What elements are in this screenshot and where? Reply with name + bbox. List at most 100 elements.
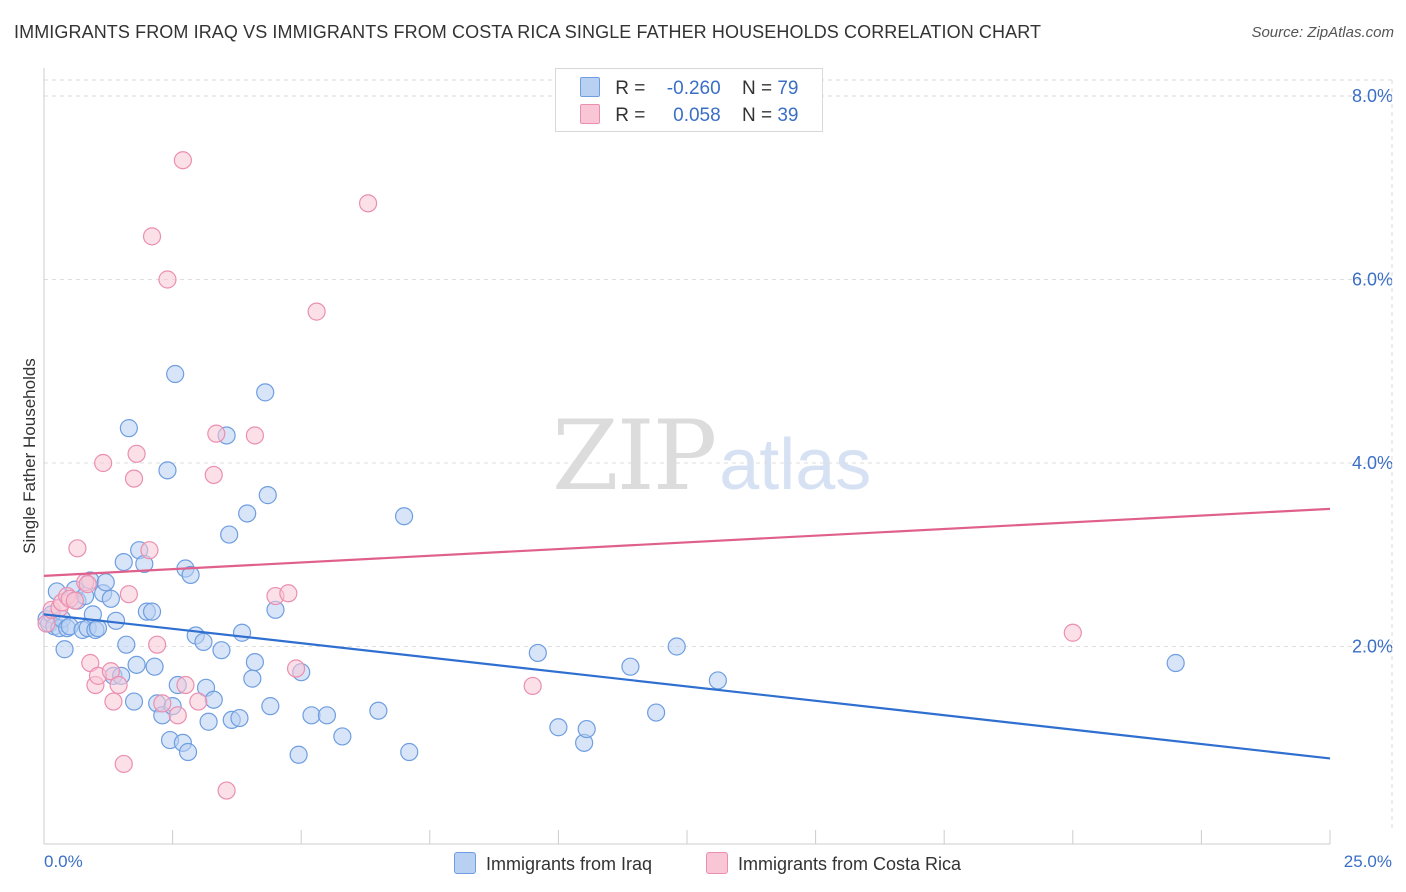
- data-point: [101, 662, 120, 681]
- data-point: [204, 465, 223, 485]
- series-costa-rica: [37, 151, 1082, 800]
- data-point: [194, 632, 213, 652]
- data-point: [117, 635, 136, 654]
- x-tick-label-min: 0.0%: [44, 852, 83, 871]
- data-point: [78, 575, 97, 594]
- legend-swatch-costa-rica: [580, 104, 600, 124]
- data-point: [528, 643, 547, 663]
- data-point: [148, 635, 167, 654]
- data-point: [153, 694, 172, 713]
- data-point: [127, 444, 146, 463]
- data-point: [245, 426, 265, 445]
- bottom-legend-swatch-iraq: [454, 852, 476, 874]
- data-point: [230, 708, 249, 728]
- source-label: Source: ZipAtlas.com: [1251, 24, 1394, 41]
- data-point: [142, 602, 162, 621]
- data-point: [261, 697, 280, 716]
- data-point: [158, 270, 177, 289]
- legend-row-iraq: R = -0.260 N = 79: [580, 77, 798, 100]
- bottom-legend-swatch-costa-rica: [706, 852, 728, 874]
- legend-r-value-costa-rica: 0.058: [673, 105, 721, 126]
- legend-n-label: N =: [741, 78, 773, 99]
- series-iraq: [37, 364, 1185, 764]
- legend-n-value-iraq: 79: [777, 78, 799, 99]
- data-point: [317, 706, 337, 725]
- data-point: [245, 652, 265, 672]
- data-point: [289, 745, 308, 764]
- data-point: [369, 701, 388, 720]
- data-point: [168, 706, 187, 725]
- data-point: [173, 151, 192, 170]
- data-point: [286, 659, 306, 678]
- legend-r-label: R =: [615, 78, 646, 99]
- watermark: ZIPatlas: [552, 400, 871, 512]
- data-point: [708, 671, 727, 690]
- data-point: [243, 669, 262, 688]
- data-point: [109, 675, 128, 695]
- data-point: [55, 640, 74, 659]
- data-point: [96, 573, 115, 592]
- data-point: [140, 541, 159, 560]
- correlation-legend: R = -0.260 N = 79 R = 0.058 N = 39: [555, 68, 823, 132]
- data-point: [1166, 653, 1185, 673]
- data-point: [232, 623, 252, 642]
- data-point: [114, 552, 133, 572]
- data-point: [667, 637, 686, 656]
- bottom-legend-label-costa-rica: Immigrants from Costa Rica: [738, 854, 962, 874]
- y-axis-label: Single Father Households: [20, 358, 39, 554]
- data-point: [358, 194, 378, 213]
- data-point: [238, 504, 257, 523]
- watermark-zip: ZIP: [552, 400, 717, 512]
- data-point: [647, 703, 666, 722]
- data-point: [119, 585, 138, 604]
- data-point: [178, 742, 198, 762]
- data-point: [127, 655, 146, 674]
- data-point: [199, 712, 218, 731]
- data-point: [333, 727, 352, 746]
- data-point: [101, 589, 120, 608]
- data-point: [1063, 623, 1082, 642]
- trend-line-costa-rica: [43, 507, 1331, 577]
- legend-n-value-costa-rica: 39: [777, 105, 799, 126]
- bottom-legend-costa-rica: Immigrants from Costa Rica: [706, 852, 961, 875]
- data-point: [217, 781, 236, 800]
- data-point: [119, 419, 138, 438]
- data-point: [145, 657, 164, 676]
- data-point: [220, 525, 239, 544]
- legend-row-costa-rica: R = 0.058 N = 39: [580, 104, 798, 127]
- data-point: [68, 539, 87, 558]
- bottom-legend-label-iraq: Immigrants from Iraq: [486, 854, 653, 874]
- chart-title: IMMIGRANTS FROM IRAQ VS IMMIGRANTS FROM …: [14, 22, 1042, 42]
- data-point: [621, 657, 640, 676]
- data-point: [394, 507, 414, 526]
- data-point: [114, 754, 133, 774]
- data-point: [307, 302, 326, 321]
- data-point: [142, 227, 162, 246]
- y-tick-label: 4.0%: [1352, 453, 1393, 473]
- legend-r-value-iraq: -0.260: [666, 78, 721, 99]
- data-point: [279, 584, 298, 603]
- bottom-legend-iraq: Immigrants from Iraq: [454, 852, 652, 875]
- legend-swatch-iraq: [580, 77, 600, 97]
- data-point: [124, 692, 144, 711]
- data-point: [166, 364, 185, 384]
- data-point: [181, 565, 200, 585]
- data-point: [124, 469, 144, 488]
- data-point: [523, 676, 542, 696]
- y-tick-label: 2.0%: [1352, 637, 1393, 657]
- data-point: [302, 706, 321, 725]
- legend-n-label: N =: [741, 105, 773, 126]
- watermark-atlas: atlas: [719, 425, 872, 505]
- data-point: [212, 641, 231, 660]
- data-point: [256, 383, 275, 402]
- data-point: [400, 742, 419, 762]
- data-point: [549, 718, 568, 737]
- data-point: [65, 591, 84, 610]
- data-point: [207, 424, 226, 443]
- y-tick-label: 6.0%: [1352, 270, 1393, 290]
- trend-line-iraq: [43, 613, 1331, 760]
- y-tick-label: 8.0%: [1352, 86, 1393, 106]
- data-point: [204, 690, 223, 709]
- data-point: [158, 461, 177, 480]
